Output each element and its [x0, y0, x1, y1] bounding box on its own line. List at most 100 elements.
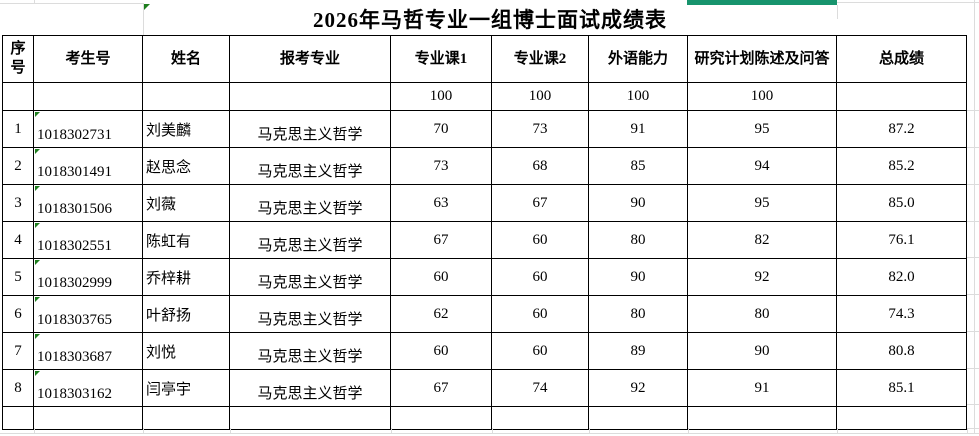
cell-col2[interactable]: 闫亭宇: [142, 369, 230, 407]
column-header-5[interactable]: 专业课2: [491, 35, 589, 83]
cell-col3[interactable]: 马克思主义哲学: [229, 295, 391, 333]
cell-col6[interactable]: 89: [588, 332, 688, 370]
column-header-2[interactable]: 姓名: [142, 35, 230, 83]
cell-col8[interactable]: 87.2: [836, 110, 967, 148]
cell-col4[interactable]: 67: [390, 221, 492, 259]
cell-col4[interactable]: 73: [390, 147, 492, 185]
column-header-7[interactable]: 研究计划陈述及问答: [687, 35, 837, 83]
empty-cell[interactable]: [491, 406, 589, 430]
cell-col0[interactable]: 3: [2, 184, 34, 222]
cell-col6[interactable]: 80: [588, 221, 688, 259]
cell-col4[interactable]: 67: [390, 369, 492, 407]
empty-cell[interactable]: [390, 406, 492, 430]
cell-col4[interactable]: 70: [390, 110, 492, 148]
cell-col1[interactable]: 1018302999: [33, 258, 143, 296]
cell-col1[interactable]: 1018302731: [33, 110, 143, 148]
cell-col0[interactable]: 6: [2, 295, 34, 333]
cell-col5[interactable]: 74: [491, 369, 589, 407]
cell-col3[interactable]: 马克思主义哲学: [229, 147, 391, 185]
cell-col3[interactable]: 马克思主义哲学: [229, 332, 391, 370]
cell-col0[interactable]: 4: [2, 221, 34, 259]
cell-col2[interactable]: 乔梓耕: [142, 258, 230, 296]
cell-col3[interactable]: 马克思主义哲学: [229, 369, 391, 407]
cell-col2[interactable]: 刘美麟: [142, 110, 230, 148]
cell-col7[interactable]: 91: [687, 369, 837, 407]
empty-cell[interactable]: [588, 406, 688, 430]
cell-col8[interactable]: 74.3: [836, 295, 967, 333]
empty-cell[interactable]: [229, 406, 391, 430]
max-score-cell-0[interactable]: [2, 82, 34, 111]
cell-col5[interactable]: 60: [491, 295, 589, 333]
max-score-cell-2[interactable]: [142, 82, 230, 111]
sheet-title[interactable]: 2026年马哲专业一组博士面试成绩表: [313, 8, 667, 32]
cell-col4[interactable]: 60: [390, 258, 492, 296]
column-header-3[interactable]: 报考专业: [229, 35, 391, 83]
cell-col2[interactable]: 赵思念: [142, 147, 230, 185]
empty-cell[interactable]: [836, 406, 967, 430]
cell-col1[interactable]: 1018303765: [33, 295, 143, 333]
cell-col0[interactable]: 2: [2, 147, 34, 185]
cell-col0[interactable]: 8: [2, 369, 34, 407]
cell-col7[interactable]: 82: [687, 221, 837, 259]
cell-col3[interactable]: 马克思主义哲学: [229, 184, 391, 222]
cell-col1[interactable]: 1018301506: [33, 184, 143, 222]
empty-cell[interactable]: [2, 406, 34, 430]
column-header-8[interactable]: 总成绩: [836, 35, 967, 83]
cell-col6[interactable]: 90: [588, 258, 688, 296]
cell-col5[interactable]: 67: [491, 184, 589, 222]
cell-col7[interactable]: 94: [687, 147, 837, 185]
cell-col0[interactable]: 5: [2, 258, 34, 296]
cell-col5[interactable]: 68: [491, 147, 589, 185]
cell-col5[interactable]: 60: [491, 258, 589, 296]
empty-cell[interactable]: [687, 406, 837, 430]
cell-col2[interactable]: 叶舒扬: [142, 295, 230, 333]
cell-col1[interactable]: 1018303162: [33, 369, 143, 407]
cell-col6[interactable]: 92: [588, 369, 688, 407]
cell-col7[interactable]: 90: [687, 332, 837, 370]
cell-col8[interactable]: 85.1: [836, 369, 967, 407]
cell-col5[interactable]: 60: [491, 221, 589, 259]
cell-col6[interactable]: 90: [588, 184, 688, 222]
cell-col7[interactable]: 95: [687, 184, 837, 222]
max-score-cell-5[interactable]: 100: [491, 82, 589, 111]
cell-col7[interactable]: 92: [687, 258, 837, 296]
column-header-1[interactable]: 考生号: [33, 35, 143, 83]
cell-col1[interactable]: 1018301491: [33, 147, 143, 185]
cell-col8[interactable]: 76.1: [836, 221, 967, 259]
cell-col6[interactable]: 85: [588, 147, 688, 185]
cell-col6[interactable]: 80: [588, 295, 688, 333]
cell-col4[interactable]: 63: [390, 184, 492, 222]
cell-col3[interactable]: 马克思主义哲学: [229, 221, 391, 259]
cell-col4[interactable]: 62: [390, 295, 492, 333]
cell-col0[interactable]: 1: [2, 110, 34, 148]
cell-col8[interactable]: 85.2: [836, 147, 967, 185]
cell-col3[interactable]: 马克思主义哲学: [229, 258, 391, 296]
column-header-4[interactable]: 专业课1: [390, 35, 492, 83]
cell-col0[interactable]: 7: [2, 332, 34, 370]
max-score-cell-4[interactable]: 100: [390, 82, 492, 111]
cell-col5[interactable]: 73: [491, 110, 589, 148]
max-score-cell-1[interactable]: [33, 82, 143, 111]
max-score-cell-3[interactable]: [229, 82, 391, 111]
empty-cell[interactable]: [33, 406, 143, 430]
cell-col1[interactable]: 1018303687: [33, 332, 143, 370]
cell-col1[interactable]: 1018302551: [33, 221, 143, 259]
cell-col7[interactable]: 95: [687, 110, 837, 148]
empty-cell[interactable]: [142, 406, 230, 430]
cell-col5[interactable]: 60: [491, 332, 589, 370]
cell-col8[interactable]: 85.0: [836, 184, 967, 222]
cell-col2[interactable]: 刘悦: [142, 332, 230, 370]
cell-col8[interactable]: 82.0: [836, 258, 967, 296]
column-header-6[interactable]: 外语能力: [588, 35, 688, 83]
cell-col4[interactable]: 60: [390, 332, 492, 370]
max-score-cell-7[interactable]: 100: [687, 82, 837, 111]
cell-col3[interactable]: 马克思主义哲学: [229, 110, 391, 148]
column-header-0[interactable]: 序号: [2, 35, 34, 83]
cell-col6[interactable]: 91: [588, 110, 688, 148]
cell-col7[interactable]: 80: [687, 295, 837, 333]
cell-col8[interactable]: 80.8: [836, 332, 967, 370]
cell-col2[interactable]: 陈虹有: [142, 221, 230, 259]
max-score-cell-8[interactable]: [836, 82, 967, 111]
cell-col2[interactable]: 刘薇: [142, 184, 230, 222]
max-score-cell-6[interactable]: 100: [588, 82, 688, 111]
